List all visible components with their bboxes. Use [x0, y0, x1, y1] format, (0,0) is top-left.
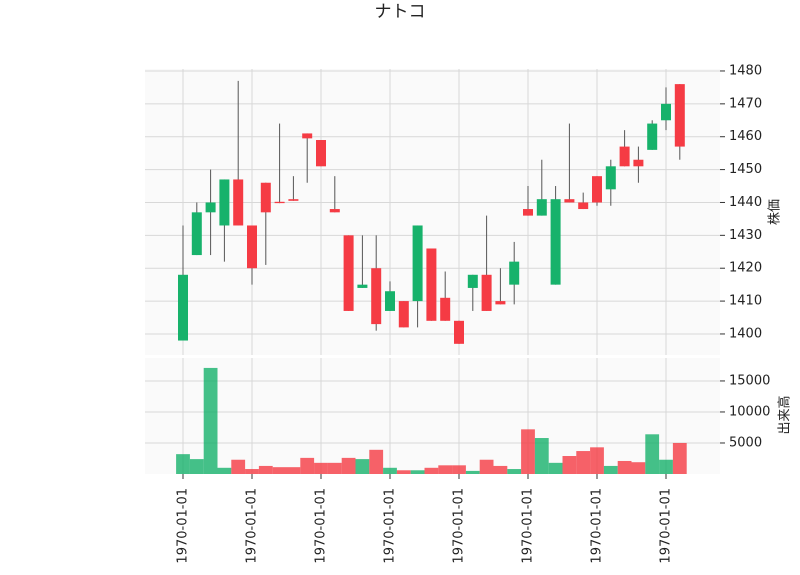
volume-bar	[217, 467, 232, 474]
candle-body	[592, 176, 602, 203]
candle-body	[316, 140, 326, 167]
candle-body	[467, 274, 478, 288]
y-axis-label: 株価	[768, 199, 783, 225]
volume-bar	[452, 465, 466, 474]
volume-bar	[203, 367, 218, 474]
candle-body	[495, 301, 506, 305]
x-tick-label: 1970-01-01	[521, 488, 536, 564]
candle-body	[274, 201, 285, 204]
candle-body	[398, 301, 409, 328]
y2-tick-label: 5000	[729, 435, 762, 450]
candle-body	[633, 159, 644, 167]
volume-bar	[314, 462, 328, 474]
volume-bar	[603, 465, 618, 474]
volume-bar	[465, 470, 480, 474]
y2-tick-label: 10000	[729, 404, 770, 419]
candle-body	[178, 274, 188, 341]
chart-title: ナトコ	[375, 2, 426, 22]
volume-bar	[258, 465, 273, 474]
volume-bar	[645, 434, 660, 474]
candle-body	[647, 123, 658, 150]
candle-body	[357, 284, 368, 288]
volume-bar	[245, 469, 259, 474]
volume-bar	[617, 460, 632, 474]
volume-bar	[300, 457, 315, 474]
candle-body	[233, 179, 244, 226]
candle-body	[674, 84, 685, 147]
y-tick-label: 1410	[729, 294, 762, 309]
candle-body	[426, 248, 437, 321]
volume-bar	[438, 465, 453, 474]
volume-bar	[590, 447, 604, 474]
candle-body	[260, 182, 271, 213]
x-tick-label: 1970-01-01	[659, 488, 674, 564]
volume-bar	[631, 462, 646, 474]
volume-bar	[479, 459, 494, 474]
volume-bar	[176, 454, 190, 474]
volume-bar	[231, 459, 246, 474]
volume-bar	[507, 469, 522, 474]
volume-bar	[383, 467, 397, 474]
candle-body	[412, 225, 423, 302]
y-tick-label: 1430	[729, 228, 762, 243]
x-tick-label: 1970-01-01	[314, 488, 329, 564]
volume-bar	[548, 462, 563, 474]
volume-bar	[286, 467, 301, 474]
candle-body	[302, 133, 313, 139]
candle-body	[219, 179, 230, 226]
x-tick-label: 1970-01-01	[590, 488, 605, 564]
candle-body	[454, 320, 464, 344]
x-tick-label: 1970-01-01	[245, 488, 260, 564]
volume-panel	[145, 358, 720, 474]
candle-body	[329, 209, 340, 213]
candle-body	[371, 268, 382, 325]
volume-bar	[659, 459, 673, 474]
candle-body	[523, 209, 533, 216]
volume-bar	[355, 459, 370, 474]
candle-body	[191, 212, 202, 256]
candle-body	[578, 202, 589, 210]
y-tick-label: 1480	[729, 63, 762, 78]
y-tick-label: 1420	[729, 261, 762, 276]
volume-bar	[327, 462, 342, 474]
candle-body	[619, 146, 630, 167]
candle-body	[550, 199, 561, 285]
volume-bar	[562, 456, 577, 474]
candle-body	[564, 199, 575, 203]
candle-body	[440, 297, 451, 321]
y-tick-label: 1450	[729, 162, 762, 177]
y-tick-label: 1440	[729, 195, 762, 210]
volume-bar	[521, 429, 535, 474]
volume-bar	[493, 465, 508, 474]
candle-body	[247, 225, 257, 269]
volume-bar	[424, 467, 439, 474]
candle-body	[509, 261, 520, 285]
y2-axis-label: 出来高	[777, 395, 793, 434]
candle-body	[205, 202, 216, 213]
y-tick-label: 1460	[729, 129, 762, 144]
candle-body	[343, 235, 354, 311]
x-tick-label: 1970-01-01	[176, 488, 191, 564]
candle-body	[536, 199, 547, 216]
volume-bar	[396, 470, 411, 474]
y-tick-label: 1470	[729, 96, 762, 111]
candle-body	[605, 166, 616, 190]
volume-bar	[189, 459, 204, 474]
volume-bar	[272, 467, 287, 474]
volume-bar	[672, 442, 687, 474]
volume-bar	[534, 438, 549, 474]
x-tick-label: 1970-01-01	[383, 488, 398, 564]
y2-tick-label: 15000	[729, 373, 770, 388]
candle-body	[385, 291, 395, 311]
candle-body	[661, 103, 671, 121]
candle-body	[481, 274, 492, 311]
volume-bar	[369, 449, 384, 474]
y-tick-label: 1400	[729, 326, 762, 341]
volume-bar	[410, 470, 425, 474]
x-tick-label: 1970-01-01	[452, 488, 467, 564]
volume-bar	[341, 457, 356, 474]
volume-bar	[576, 451, 591, 474]
candle-body	[288, 199, 299, 201]
